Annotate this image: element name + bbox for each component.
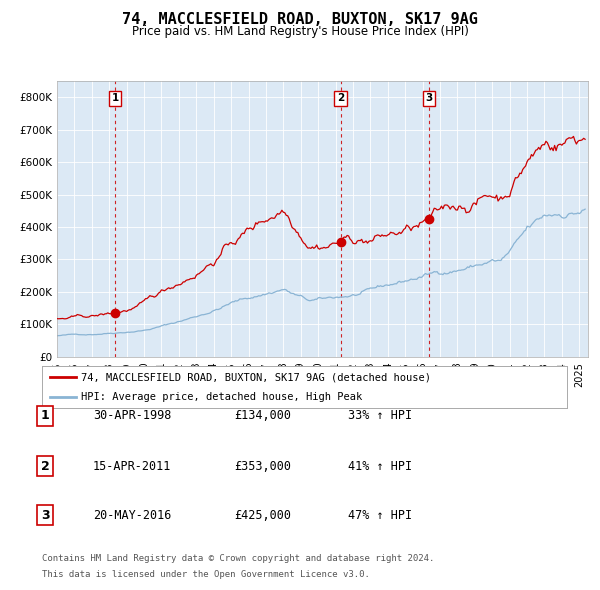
Text: £353,000: £353,000 [234, 460, 291, 473]
Text: 33% ↑ HPI: 33% ↑ HPI [348, 409, 412, 422]
Text: 41% ↑ HPI: 41% ↑ HPI [348, 460, 412, 473]
Text: 3: 3 [41, 509, 49, 522]
Text: HPI: Average price, detached house, High Peak: HPI: Average price, detached house, High… [82, 392, 362, 402]
Text: 2: 2 [337, 93, 344, 103]
Text: 74, MACCLESFIELD ROAD, BUXTON, SK17 9AG (detached house): 74, MACCLESFIELD ROAD, BUXTON, SK17 9AG … [82, 372, 431, 382]
Text: Price paid vs. HM Land Registry's House Price Index (HPI): Price paid vs. HM Land Registry's House … [131, 25, 469, 38]
Text: 2: 2 [41, 460, 49, 473]
Text: This data is licensed under the Open Government Licence v3.0.: This data is licensed under the Open Gov… [42, 571, 370, 579]
Text: 1: 1 [41, 409, 49, 422]
Text: Contains HM Land Registry data © Crown copyright and database right 2024.: Contains HM Land Registry data © Crown c… [42, 555, 434, 563]
Text: 30-APR-1998: 30-APR-1998 [93, 409, 172, 422]
Text: 15-APR-2011: 15-APR-2011 [93, 460, 172, 473]
Text: 47% ↑ HPI: 47% ↑ HPI [348, 509, 412, 522]
Text: £134,000: £134,000 [234, 409, 291, 422]
Text: 3: 3 [425, 93, 433, 103]
Text: 74, MACCLESFIELD ROAD, BUXTON, SK17 9AG: 74, MACCLESFIELD ROAD, BUXTON, SK17 9AG [122, 12, 478, 27]
Text: 1: 1 [112, 93, 119, 103]
Text: £425,000: £425,000 [234, 509, 291, 522]
Text: 20-MAY-2016: 20-MAY-2016 [93, 509, 172, 522]
